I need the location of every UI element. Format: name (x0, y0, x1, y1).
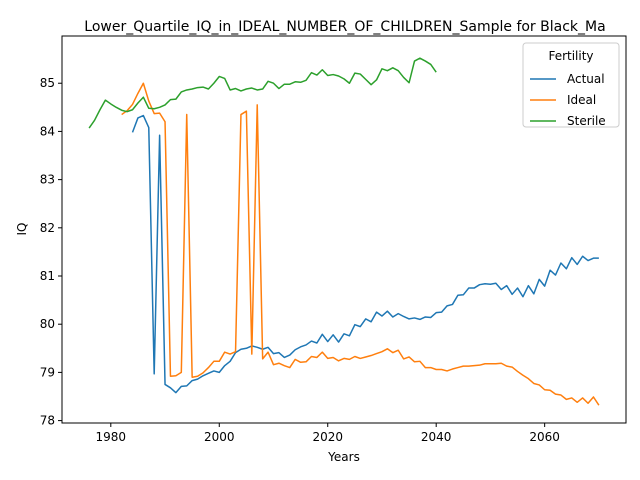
x-tick-label: 2060 (529, 430, 560, 444)
y-tick-label: 79 (40, 365, 55, 379)
x-tick-label: 2040 (421, 430, 452, 444)
legend-box (522, 42, 620, 128)
y-tick-label: 84 (40, 124, 55, 138)
x-axis-label: Years (327, 450, 360, 464)
series-line-actual (131, 114, 599, 394)
y-axis-ticks: 78 79 80 81 82 83 84 85 (40, 76, 62, 428)
y-tick-label: 80 (40, 317, 55, 331)
plot-frame (61, 35, 627, 424)
x-tick-label: 1980 (96, 430, 127, 444)
chart-title: Lower_Quartile_IQ_in_IDEAL_NUMBER_OF_CHI… (84, 19, 605, 35)
y-tick-label: 81 (40, 269, 55, 283)
legend-label-ideal: Ideal (567, 93, 596, 107)
series-line-ideal (121, 82, 600, 406)
y-tick-label: 85 (40, 76, 55, 90)
y-tick-label: 82 (40, 221, 55, 235)
y-tick-label: 78 (40, 414, 55, 428)
legend-entries: Actual Ideal Sterile (530, 72, 606, 128)
x-tick-label: 2000 (204, 430, 235, 444)
x-tick-label: 2020 (312, 430, 343, 444)
legend-label-sterile: Sterile (567, 114, 606, 128)
series-line-sterile (88, 57, 437, 129)
y-tick-label: 83 (40, 173, 55, 187)
legend-label-actual: Actual (567, 72, 605, 86)
legend-title: Fertility (548, 49, 593, 63)
series-layer (88, 57, 600, 406)
x-axis-ticks: 1980 2000 2020 2040 2060 (96, 423, 560, 444)
y-axis-label: IQ (15, 223, 29, 236)
legend: Fertility Actual Ideal Sterile (522, 42, 620, 128)
